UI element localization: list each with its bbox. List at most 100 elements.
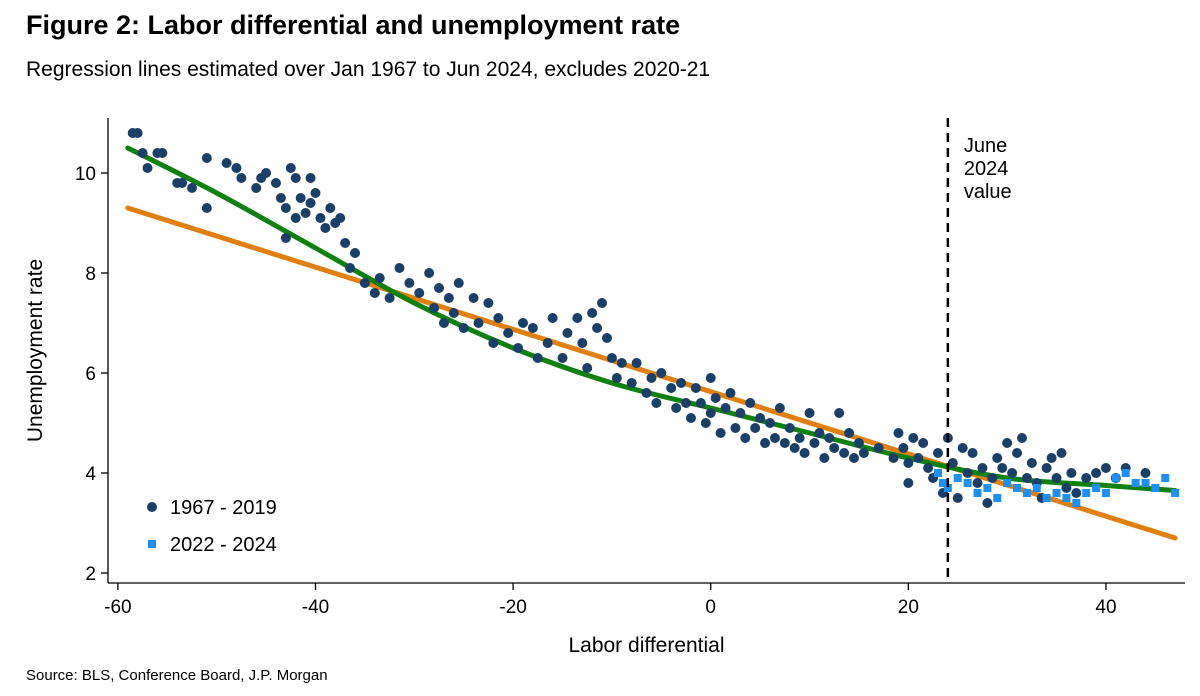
point-1967-2019 xyxy=(404,278,415,288)
point-1967-2019 xyxy=(532,353,543,363)
point-2022-2024 xyxy=(1062,494,1071,502)
point-1967-2019 xyxy=(804,408,815,418)
x-tick-label: -60 xyxy=(104,597,131,618)
point-1967-2019 xyxy=(611,373,622,383)
chart-title: Figure 2: Labor differential and unemplo… xyxy=(26,10,681,40)
y-tick-label: 4 xyxy=(85,464,96,485)
point-2022-2024 xyxy=(1171,489,1180,497)
point-1967-2019 xyxy=(947,458,958,468)
point-1967-2019 xyxy=(1016,433,1027,443)
point-1967-2019 xyxy=(290,213,301,223)
point-1967-2019 xyxy=(789,443,800,453)
point-1967-2019 xyxy=(972,478,983,488)
point-1967-2019 xyxy=(493,313,504,323)
legend: 1967 - 2019 2022 - 2024 xyxy=(147,497,277,556)
point-1967-2019 xyxy=(740,433,751,443)
point-1967-2019 xyxy=(547,313,558,323)
point-1967-2019 xyxy=(488,338,499,348)
point-2022-2024 xyxy=(953,474,962,482)
point-1967-2019 xyxy=(700,418,711,428)
point-1967-2019 xyxy=(725,388,736,398)
point-1967-2019 xyxy=(705,373,716,383)
point-1967-2019 xyxy=(681,398,692,408)
point-1967-2019 xyxy=(315,213,326,223)
x-tick-label: 0 xyxy=(705,597,716,618)
point-1967-2019 xyxy=(903,478,914,488)
point-1967-2019 xyxy=(320,223,331,233)
point-1967-2019 xyxy=(1140,468,1151,478)
point-1967-2019 xyxy=(186,183,197,193)
y-axis-label: Unemployment rate xyxy=(24,259,47,442)
point-1967-2019 xyxy=(853,438,864,448)
point-1967-2019 xyxy=(295,193,306,203)
point-1967-2019 xyxy=(414,288,425,298)
point-1967-2019 xyxy=(848,453,859,463)
legend-marker-2022-2024 xyxy=(148,540,156,548)
point-1967-2019 xyxy=(760,438,771,448)
point-1967-2019 xyxy=(829,443,840,453)
point-2022-2024 xyxy=(993,494,1002,502)
point-1967-2019 xyxy=(280,233,291,243)
point-1967-2019 xyxy=(261,168,272,178)
point-1967-2019 xyxy=(458,323,469,333)
point-2022-2024 xyxy=(1013,484,1022,492)
point-1967-2019 xyxy=(834,408,845,418)
point-1967-2019 xyxy=(799,448,810,458)
point-1967-2019 xyxy=(839,448,850,458)
point-2022-2024 xyxy=(1121,469,1130,477)
point-1967-2019 xyxy=(1051,473,1062,483)
point-1967-2019 xyxy=(335,213,346,223)
point-1967-2019 xyxy=(715,428,726,438)
point-1967-2019 xyxy=(221,158,232,168)
chart-subtitle: Regression lines estimated over Jan 1967… xyxy=(26,58,711,81)
point-2022-2024 xyxy=(1141,479,1150,487)
point-1967-2019 xyxy=(1056,448,1067,458)
point-1967-2019 xyxy=(745,398,756,408)
axes: 2 4 6 8 10 -60 -40 -20 0 20 40 Labor differential Un… xyxy=(24,118,1185,657)
point-1967-2019 xyxy=(695,398,706,408)
point-1967-2019 xyxy=(898,443,909,453)
point-2022-2024 xyxy=(938,479,947,487)
point-1967-2019 xyxy=(270,178,281,188)
point-1967-2019 xyxy=(992,453,1003,463)
point-2022-2024 xyxy=(1052,489,1061,497)
point-1967-2019 xyxy=(641,388,652,398)
point-1967-2019 xyxy=(201,153,212,163)
point-1967-2019 xyxy=(1071,488,1082,498)
point-1967-2019 xyxy=(755,413,766,423)
point-2022-2024 xyxy=(1072,499,1081,507)
point-1967-2019 xyxy=(646,373,657,383)
legend-marker-1967-2019 xyxy=(147,502,157,512)
point-1967-2019 xyxy=(527,323,538,333)
point-1967-2019 xyxy=(651,398,662,408)
point-1967-2019 xyxy=(908,433,919,443)
x-tick-label: 40 xyxy=(1095,597,1116,618)
point-1967-2019 xyxy=(201,203,212,213)
point-2022-2024 xyxy=(1161,474,1170,482)
point-1967-2019 xyxy=(769,433,780,443)
point-1967-2019 xyxy=(685,413,696,423)
point-2022-2024 xyxy=(1101,489,1110,497)
point-1967-2019 xyxy=(774,403,785,413)
point-1967-2019 xyxy=(844,428,855,438)
point-2022-2024 xyxy=(963,479,972,487)
point-2022-2024 xyxy=(1032,484,1041,492)
point-1967-2019 xyxy=(325,203,336,213)
point-1967-2019 xyxy=(962,468,973,478)
point-1967-2019 xyxy=(384,293,395,303)
point-1967-2019 xyxy=(473,318,484,328)
point-1967-2019 xyxy=(997,463,1008,473)
point-1967-2019 xyxy=(517,318,528,328)
point-1967-2019 xyxy=(765,418,776,428)
point-2022-2024 xyxy=(1151,484,1160,492)
point-1967-2019 xyxy=(231,163,242,173)
point-1967-2019 xyxy=(468,293,479,303)
point-1967-2019 xyxy=(656,368,667,378)
point-1967-2019 xyxy=(779,438,790,448)
point-1967-2019 xyxy=(577,338,588,348)
point-1967-2019 xyxy=(720,403,731,413)
point-1967-2019 xyxy=(676,378,687,388)
point-1967-2019 xyxy=(290,173,301,183)
point-1967-2019 xyxy=(305,198,316,208)
